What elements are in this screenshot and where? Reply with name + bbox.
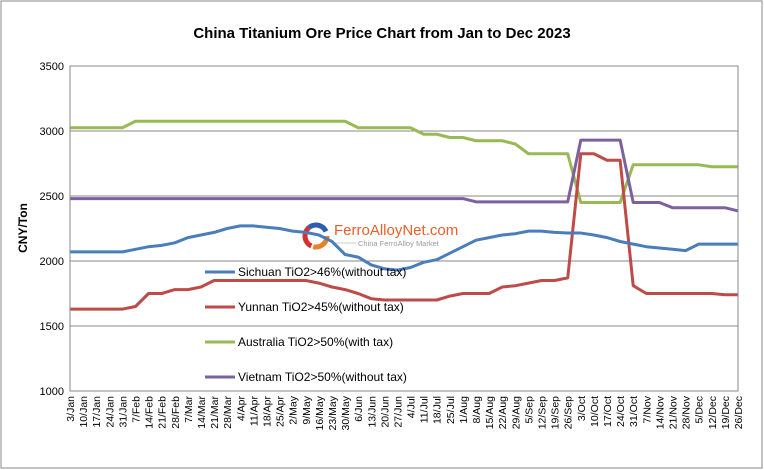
x-tick-label: 7/Mar [183, 396, 195, 423]
x-tick-label: 24/Jan [104, 396, 116, 428]
y-tick-label: 1500 [40, 321, 64, 333]
x-tick-label: 6/Jun [353, 396, 365, 422]
x-tick-label: 12/Dec [707, 396, 719, 429]
x-tick-label: 5/Dec [694, 396, 706, 423]
x-tick-label: 10/Oct [589, 396, 601, 427]
y-tick-label: 2500 [40, 191, 64, 203]
x-tick-label: 15/Aug [484, 396, 496, 429]
x-tick-label: 12/Sep [537, 396, 549, 429]
watermark-logo: FerroAlloyNet.com China FerroAlloy Marke… [302, 222, 458, 250]
x-tick-label: 9/May [301, 395, 313, 424]
x-tick-label: 14/Feb [144, 396, 156, 429]
x-tick-label: 31/Oct [628, 396, 640, 427]
series-line [70, 224, 738, 272]
chart-title: China Titanium Ore Price Chart from Jan … [193, 25, 570, 42]
watermark-brand: FerroAlloyNet.com [334, 222, 458, 239]
legend-label: Vietnam TiO2>50%(without tax) [238, 370, 407, 384]
x-tick-label: 19/Dec [720, 396, 732, 429]
legend-label: Australia TiO2>50%(with tax) [238, 335, 393, 349]
x-tick-label: 3/Oct [576, 396, 588, 421]
x-tick-label: 21/Feb [157, 396, 169, 429]
x-tick-label: 23/May [327, 395, 339, 430]
x-tick-label: 17/Oct [602, 396, 614, 427]
legend-label: Yunnan TiO2>45%(without tax) [238, 300, 404, 314]
x-tick-label: 11/Jul [419, 396, 431, 423]
x-tick-label: 27/Jun [392, 396, 404, 428]
x-tick-label: 19/Sep [550, 396, 562, 429]
x-tick-label: 28/Mar [222, 396, 234, 429]
x-tick-label: 11/Apr [248, 396, 260, 427]
x-tick-label: 16/May [314, 395, 326, 430]
x-tick-label: 26/Dec [733, 396, 745, 429]
series-line [70, 152, 738, 311]
x-tick-label: 30/May [340, 395, 352, 430]
x-tick-label: 18/Apr [261, 395, 273, 426]
plot-area-border [69, 65, 739, 392]
x-tick-label: 24/Oct [615, 396, 627, 427]
x-tick-label: 29/Aug [510, 396, 522, 429]
series-line [70, 119, 738, 204]
x-tick-label: 18/Jul [432, 396, 444, 424]
x-tick-label: 1/Aug [458, 396, 470, 424]
x-tick-label: 7/Feb [130, 396, 142, 423]
x-tick-label: 22/Aug [497, 396, 509, 429]
x-tick-label: 28/Nov [681, 395, 693, 429]
y-tick-label: 2000 [40, 256, 64, 268]
watermark-tagline: China FerroAlloy Market [358, 239, 440, 248]
x-tick-label: 14/Nov [654, 395, 666, 429]
x-tick-label: 2/May [288, 395, 300, 424]
x-tick-label: 25/Apr [275, 395, 287, 426]
x-tick-label: 4/Apr [235, 396, 247, 422]
series-line [70, 138, 739, 213]
y-tick-label: 3000 [40, 126, 64, 138]
y-tick-label: 1000 [40, 386, 64, 398]
x-tick-label: 13/Jun [366, 396, 378, 428]
x-tick-label: 28/Feb [170, 396, 182, 429]
x-tick-label: 21/Nov [668, 395, 680, 429]
y-tick-label: 3500 [40, 61, 64, 73]
x-tick-label: 3/Jan [65, 396, 77, 422]
x-tick-label: 7/Nov [641, 395, 653, 423]
legend-label: Sichuan TiO2>46%(without tax) [238, 265, 406, 279]
x-tick-label: 14/Mar [196, 396, 208, 429]
x-tick-label: 10/Jan [78, 396, 90, 428]
x-tick-label: 31/Jan [117, 396, 129, 428]
x-tick-label: 20/Jun [379, 396, 391, 428]
x-tick-label: 21/Mar [209, 396, 221, 429]
y-axis-label: CNY/Ton [16, 203, 30, 253]
x-tick-label: 17/Jan [91, 396, 103, 428]
x-tick-label: 4/Jul [406, 396, 418, 418]
x-tick-label: 25/Jul [445, 396, 457, 424]
x-tick-label: 5/Sep [523, 396, 535, 424]
x-tick-label: 26/Sep [563, 396, 575, 429]
x-tick-label: 8/Aug [471, 396, 483, 424]
